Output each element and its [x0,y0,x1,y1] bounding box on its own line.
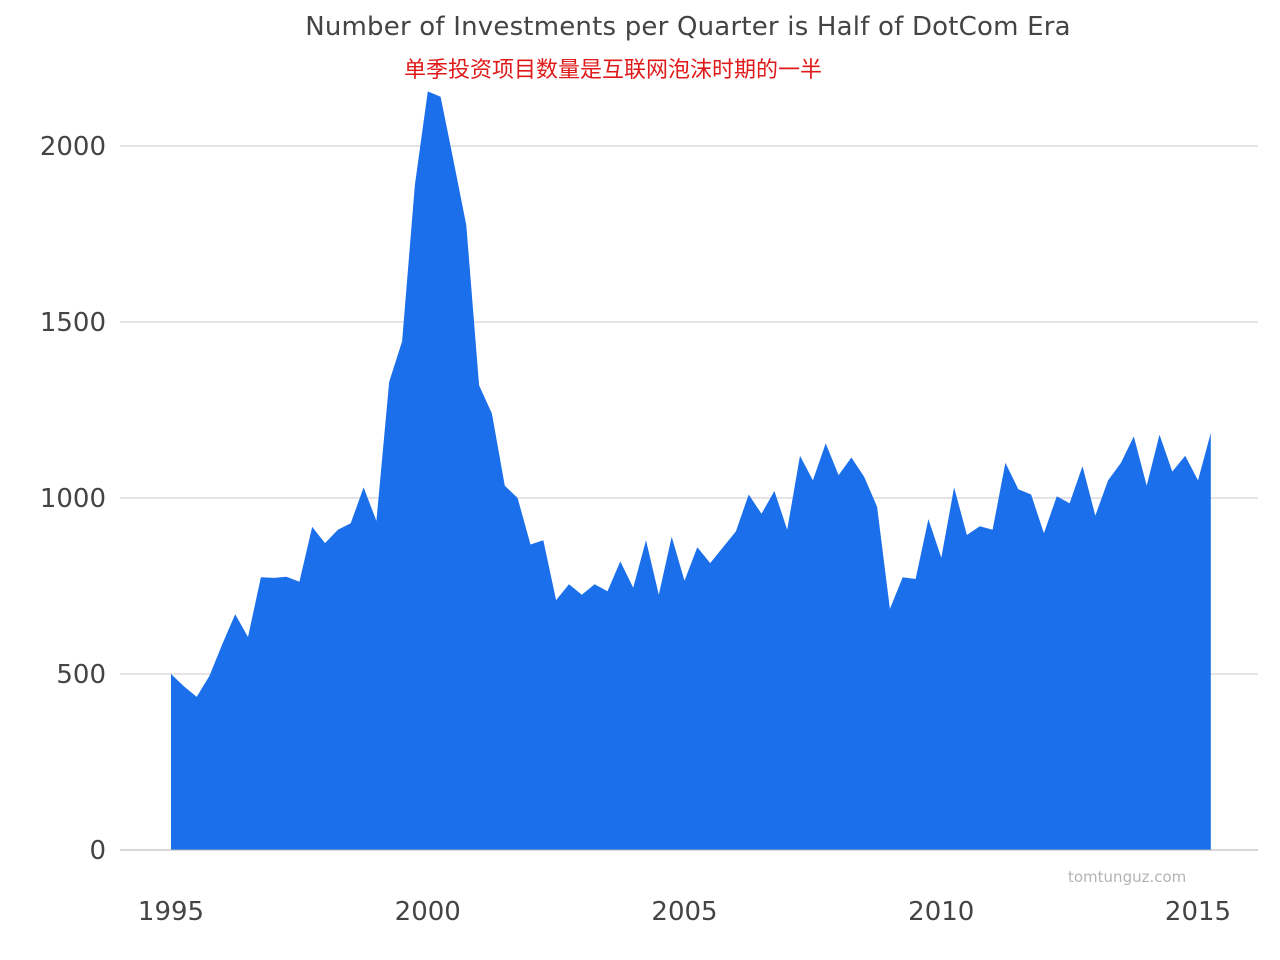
x-tick-label: 2010 [908,897,974,927]
x-tick-label: 1995 [138,897,204,927]
y-tick-label: 1500 [40,308,106,338]
y-tick-label: 500 [56,660,106,690]
x-tick-labels: 1995 2000 2005 2010 2015 [138,897,1231,927]
x-tick-label: 2005 [651,897,717,927]
x-tick-label: 2000 [395,897,461,927]
y-tick-label: 1000 [40,484,106,514]
series-area [171,91,1211,850]
chart-subtitle: 单季投资项目数量是互联网泡沫时期的一半 [404,58,823,83]
chart-title: Number of Investments per Quarter is Hal… [305,12,1071,42]
investments-area [171,91,1211,850]
x-tick-label: 2015 [1165,897,1231,927]
watermark-label: tomtunguz.com [1068,868,1187,886]
y-tick-labels: 0 500 1000 1500 2000 [40,132,106,866]
y-tick-label: 0 [89,836,106,866]
y-tick-label: 2000 [40,132,106,162]
